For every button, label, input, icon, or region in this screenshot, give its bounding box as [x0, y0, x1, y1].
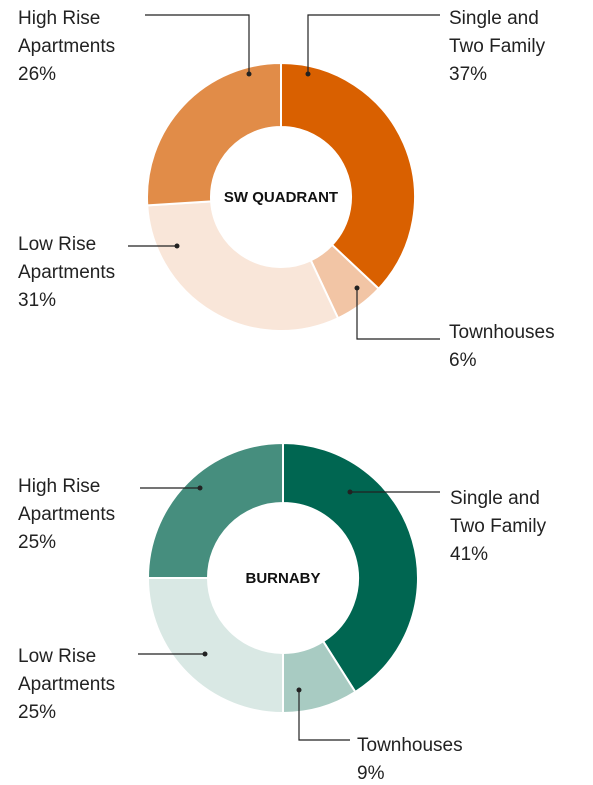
- value-label: 26%: [18, 64, 57, 85]
- leader-line: [307, 14, 440, 74]
- slice-label: Townhouses 9%: [357, 732, 485, 785]
- slice-label: Single and Two Family 37%: [449, 5, 577, 89]
- leader-line: [298, 690, 350, 741]
- leader-dot: [197, 485, 203, 491]
- slice-label: Townhouses 6%: [449, 319, 577, 375]
- donut-slice: [280, 61, 416, 291]
- value-label: 37%: [449, 64, 488, 85]
- center-title: BURNABY: [246, 570, 321, 587]
- leader-dot: [305, 71, 311, 77]
- donut-slice: [146, 200, 340, 332]
- value-label: 41%: [450, 544, 489, 565]
- category-label: Townhouses: [449, 322, 555, 343]
- value-label: 31%: [18, 290, 57, 311]
- slice-label: Low Rise Apartments 31%: [18, 231, 146, 315]
- leader-dot: [354, 285, 360, 291]
- leader-dot: [246, 71, 252, 77]
- leader-dot: [347, 489, 353, 495]
- slice-label: High Rise Apartments 26%: [18, 5, 146, 89]
- leader-line: [145, 14, 250, 74]
- value-label: 9%: [357, 763, 385, 784]
- value-label: 25%: [18, 532, 57, 553]
- category-label: Low Rise Apartments: [18, 234, 116, 283]
- category-label: Townhouses: [357, 735, 463, 756]
- category-label: High Rise Apartments: [18, 476, 116, 525]
- donut-slice: [146, 61, 282, 207]
- value-label: 6%: [449, 350, 477, 371]
- category-label: Low Rise Apartments: [18, 646, 116, 695]
- donut-slice: [282, 441, 419, 694]
- category-label: High Rise Apartments: [18, 8, 116, 57]
- donut-slice: [146, 441, 284, 579]
- slice-label: Single and Two Family 41%: [450, 485, 578, 569]
- category-label: Single and Two Family: [450, 488, 547, 537]
- leader-line: [356, 288, 440, 340]
- slice-label: High Rise Apartments 25%: [18, 473, 146, 557]
- center-title: SW QUADRANT: [224, 189, 338, 206]
- leader-dot: [174, 243, 180, 249]
- leader-dot: [296, 687, 302, 693]
- leader-dot: [202, 651, 208, 657]
- slice-label: Low Rise Apartments 25%: [18, 643, 146, 727]
- category-label: Single and Two Family: [449, 8, 546, 57]
- donut-slice: [146, 577, 284, 715]
- value-label: 25%: [18, 702, 57, 723]
